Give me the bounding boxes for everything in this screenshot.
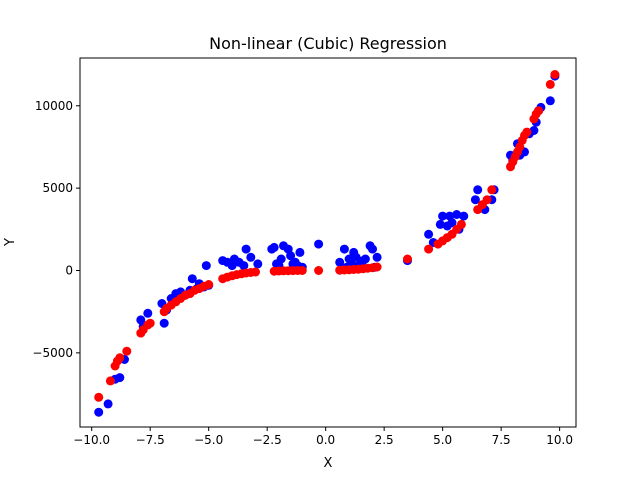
data-point [360, 254, 370, 264]
data-point [201, 261, 211, 271]
data-point [239, 261, 249, 271]
data-point [335, 257, 345, 267]
data-point [159, 318, 169, 328]
data-point [372, 262, 382, 272]
x-tick-label: 0.0 [316, 433, 335, 447]
data-point [545, 79, 555, 89]
data-point [470, 195, 480, 205]
data-point [522, 127, 532, 137]
data-point [122, 346, 132, 356]
x-tick-label: −2.5 [253, 433, 282, 447]
data-point [295, 247, 305, 257]
data-point [204, 280, 214, 289]
data-point [145, 318, 155, 328]
data-point [459, 211, 469, 221]
x-tick-label: −10.0 [73, 433, 110, 447]
data-point [473, 185, 483, 195]
data-point [269, 242, 279, 252]
data-point [351, 252, 361, 262]
data-point [286, 251, 296, 261]
data-point [115, 373, 125, 383]
data-point [251, 267, 260, 277]
data-point [487, 185, 497, 195]
data-point [438, 211, 448, 221]
x-axis: −10.0 −7.5 −5.0 −2.5 0.0 2.5 5.0 7.5 10.0 [73, 427, 573, 447]
data-point [94, 407, 104, 417]
data-point [368, 244, 377, 254]
data-point [241, 244, 251, 254]
x-tick-label: 10.0 [546, 433, 573, 447]
data-point [403, 254, 412, 264]
data-point [545, 96, 555, 106]
data-point [115, 353, 125, 363]
x-tick-label: 7.5 [492, 433, 511, 447]
data-point [339, 244, 349, 254]
data-point [529, 126, 539, 135]
data-point [143, 308, 153, 318]
axes-frame [79, 57, 577, 428]
data-point [103, 399, 113, 409]
data-point [424, 244, 434, 254]
data-point [482, 195, 492, 205]
x-tick-label: −7.5 [136, 433, 165, 447]
y-tick-label: 0 [65, 264, 73, 278]
data-point [94, 392, 104, 402]
data-point [534, 106, 544, 116]
y-tick-label: 5000 [42, 181, 73, 195]
data-point [276, 254, 286, 264]
y-axis: −5000 0 5000 10000 [32, 99, 80, 360]
data-point [253, 259, 263, 269]
series-2 [94, 70, 560, 402]
x-tick-label: 5.0 [433, 433, 452, 447]
data-point [105, 376, 115, 386]
data-point [550, 70, 560, 79]
data-point [314, 266, 324, 275]
y-tick-label: 10000 [35, 99, 73, 113]
data-point [246, 252, 256, 262]
data-point [424, 229, 434, 239]
data-point [314, 239, 324, 249]
plot-area [94, 70, 560, 417]
x-axis-label: X [324, 456, 333, 471]
data-point [435, 219, 445, 229]
x-tick-label: 2.5 [375, 433, 394, 447]
data-point [297, 266, 307, 275]
y-axis-label: Y [3, 238, 18, 247]
data-point [456, 219, 466, 229]
y-tick-label: −5000 [32, 346, 73, 360]
data-point [372, 252, 382, 262]
chart-title: Non-linear (Cubic) Regression [209, 34, 447, 53]
data-point [452, 210, 462, 219]
data-point [187, 274, 197, 284]
data-point [447, 218, 457, 228]
x-tick-label: −5.0 [194, 433, 223, 447]
